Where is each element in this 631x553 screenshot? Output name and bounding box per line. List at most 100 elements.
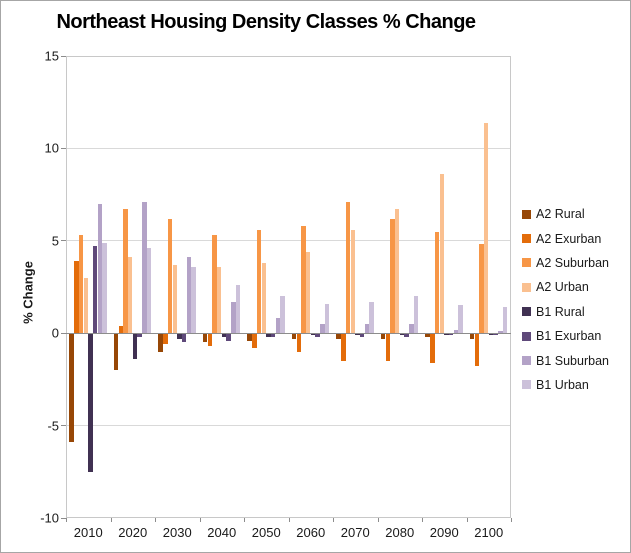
legend-item-a2-rural: A2 Rural: [522, 202, 630, 226]
x-tick-mark-7: [377, 518, 379, 522]
legend-label-b1-urban: B1 Urban: [536, 377, 589, 392]
bar-b1-suburban-2070: [364, 323, 370, 334]
y-axis-title: % Change: [20, 261, 36, 324]
gridline-5: [66, 240, 511, 242]
bar-b1-suburban-2030: [186, 257, 192, 334]
x-tick-mark-1: [110, 518, 112, 522]
bar-b1-rural-2080: [399, 333, 405, 336]
x-tick-label-2040: 2040: [207, 525, 237, 540]
bar-a2-rural-2080: [380, 333, 386, 339]
bar-b1-exurban-2020: [137, 333, 142, 337]
x-tick-label-2080: 2080: [385, 525, 415, 540]
bar-a2-suburban-2080: [390, 218, 395, 334]
zero-axis-line: [66, 332, 511, 334]
y-tick-label--10: -10: [40, 510, 59, 526]
bar-b1-exurban-2030: [181, 333, 187, 343]
bar-b1-suburban-2060: [320, 323, 325, 334]
bar-a2-urban-2020: [128, 257, 133, 334]
y-tick-mark-5: [61, 240, 66, 242]
bar-b1-suburban-2090: [453, 329, 459, 334]
x-tick-label-2050: 2050: [251, 525, 281, 540]
legend-swatch-b1-suburban: [522, 356, 531, 366]
x-tick-mark-4: [244, 518, 245, 522]
bar-b1-urban-2050: [280, 296, 285, 334]
bar-a2-exurban-2050: [252, 333, 257, 348]
x-tick-mark-2: [155, 518, 156, 522]
bar-b1-exurban-2040: [226, 333, 231, 341]
legend: A2 Rural A2 Exurban A2 Suburban A2 Urban B1 …: [522, 202, 630, 397]
x-tick-label-2090: 2090: [429, 525, 459, 540]
bar-a2-exurban-2080: [385, 333, 391, 361]
bar-a2-rural-2090: [425, 333, 430, 337]
bar-a2-exurban-2060: [296, 333, 302, 352]
legend-swatch-b1-exurban: [522, 331, 531, 341]
x-tick-label-2030: 2030: [162, 525, 192, 540]
bar-b1-suburban-2100: [498, 331, 503, 334]
x-tick-label-2020: 2020: [118, 525, 148, 540]
x-tick-label-2100: 2100: [474, 525, 504, 540]
legend-swatch-a2-urban: [522, 282, 531, 292]
bar-b1-urban-2060: [324, 303, 330, 334]
bar-b1-suburban-2080: [409, 323, 414, 334]
x-tick-mark-3: [199, 518, 201, 522]
x-tick-mark-10: [511, 518, 512, 522]
bar-a2-urban-2040: [217, 266, 222, 334]
bar-b1-rural-2020: [132, 333, 138, 360]
bar-a2-suburban-2090: [434, 231, 440, 334]
gridline--5: [66, 425, 511, 427]
bar-a2-exurban-2020: [118, 325, 124, 334]
x-tick-mark-5: [288, 518, 290, 522]
y-tick-label-10: 10: [44, 140, 59, 156]
bar-a2-exurban-2030: [163, 333, 168, 345]
y-tick-label-0: 0: [51, 325, 59, 341]
bar-b1-urban-2070: [369, 301, 374, 334]
bar-b1-rural-2010: [88, 333, 93, 472]
bar-b1-suburban-2050: [275, 318, 281, 334]
bar-b1-suburban-2040: [231, 301, 236, 334]
legend-label-b1-suburban: B1 Suburban: [536, 353, 609, 368]
bar-a2-suburban-2020: [123, 209, 128, 334]
x-tick-mark-6: [333, 518, 334, 522]
legend-swatch-a2-exurban: [522, 234, 531, 244]
bar-a2-rural-2070: [336, 333, 341, 339]
legend-item-a2-urban: A2 Urban: [522, 275, 630, 299]
gridline-10: [66, 147, 511, 149]
bar-a2-rural-2040: [202, 333, 208, 343]
bar-b1-urban-2080: [413, 296, 419, 334]
bar-a2-suburban-2030: [167, 218, 173, 334]
x-tick-label-2010: 2010: [73, 525, 103, 540]
bar-b1-urban-2040: [235, 285, 241, 334]
legend-item-b1-exurban: B1 Exurban: [522, 324, 630, 348]
legend-label-a2-rural: A2 Rural: [536, 207, 585, 222]
bar-b1-urban-2090: [458, 305, 463, 334]
legend-swatch-b1-urban: [522, 380, 531, 390]
y-tick-mark-0: [61, 332, 66, 334]
bar-b1-suburban-2020: [142, 201, 147, 334]
x-tick-mark-0: [66, 518, 67, 522]
legend-item-b1-rural: B1 Rural: [522, 300, 630, 324]
x-tick-mark-9: [466, 518, 468, 522]
bar-a2-rural-2010: [69, 333, 74, 443]
x-tick-label-2060: 2060: [296, 525, 326, 540]
y-tick-mark-15: [61, 55, 66, 57]
chart-title: Northeast Housing Density Classes % Chan…: [56, 11, 476, 33]
bar-a2-suburban-2100: [479, 244, 484, 334]
bar-a2-suburban-2050: [256, 229, 262, 334]
bar-a2-exurban-2100: [474, 333, 480, 367]
bar-b1-exurban-2090: [448, 333, 454, 336]
bar-b1-rural-2060: [310, 333, 316, 336]
legend-label-b1-rural: B1 Rural: [536, 304, 585, 319]
bar-a2-urban-2050: [261, 262, 266, 334]
bar-b1-urban-2100: [502, 307, 508, 334]
bar-a2-suburban-2070: [345, 201, 351, 334]
legend-label-b1-exurban: B1 Exurban: [536, 329, 602, 344]
bar-a2-suburban-2060: [301, 226, 306, 334]
bar-a2-rural-2050: [247, 333, 252, 341]
bar-b1-exurban-2080: [404, 333, 409, 337]
bar-a2-exurban-2040: [207, 333, 213, 347]
bar-b1-exurban-2010: [92, 246, 98, 334]
bar-a2-exurban-2010: [74, 261, 79, 334]
bar-b1-rural-2070: [355, 333, 360, 336]
x-tick-label-2070: 2070: [340, 525, 370, 540]
